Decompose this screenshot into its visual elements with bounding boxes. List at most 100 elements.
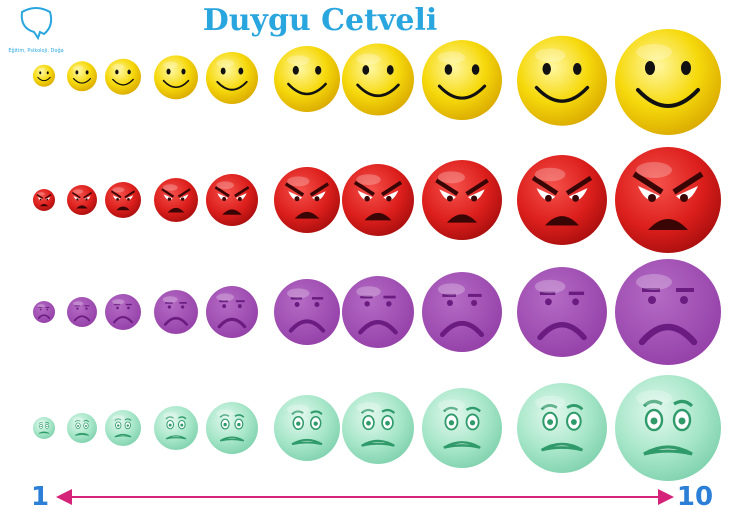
face-happy: [274, 46, 340, 112]
face-circle: [206, 174, 258, 226]
pupil: [168, 423, 172, 427]
eye: [572, 298, 579, 306]
face-shine: [112, 63, 125, 70]
eye: [115, 69, 119, 75]
brow: [435, 178, 459, 196]
pupil: [469, 420, 476, 426]
mouth: [165, 435, 187, 440]
face-shine: [534, 167, 566, 182]
face-circle: [206, 286, 258, 338]
face-circle: [422, 160, 502, 240]
face-happy: [615, 29, 721, 135]
mouth: [643, 445, 693, 456]
face-sad: [615, 259, 721, 365]
face-circle: [517, 267, 607, 357]
mouth: [74, 432, 90, 436]
face-worried: [422, 388, 502, 468]
pupil: [223, 422, 227, 427]
face-worried: [274, 395, 340, 461]
pupil: [385, 420, 390, 426]
face-circle: [33, 301, 55, 323]
face-happy: [105, 58, 141, 95]
brow: [71, 191, 81, 199]
face-shine: [72, 189, 84, 194]
eye: [46, 308, 49, 311]
brow: [309, 182, 330, 197]
face-shine: [112, 299, 125, 305]
logo-tagline: Eğitim, Psikoloji, Doğa: [8, 47, 63, 54]
face-circle: [517, 155, 607, 245]
face-circle: [615, 259, 721, 365]
face-happy: [154, 55, 198, 100]
eye: [238, 67, 244, 75]
brow: [566, 404, 584, 411]
eye: [292, 65, 299, 75]
mouth: [76, 205, 88, 209]
face-shine: [356, 286, 381, 298]
pupil: [180, 423, 184, 427]
mouth: [38, 431, 50, 434]
brow: [672, 171, 704, 195]
eye: [444, 64, 453, 75]
face-shine: [356, 402, 381, 414]
face-happy: [33, 64, 55, 87]
eye: [386, 65, 394, 75]
pupil: [167, 197, 172, 201]
pupil: [650, 417, 658, 425]
eye: [222, 304, 227, 309]
brow: [381, 180, 403, 197]
pupil: [547, 419, 554, 426]
face-circle: [342, 392, 414, 464]
face-worried: [206, 402, 258, 454]
brow: [234, 414, 245, 418]
face-shine: [162, 412, 178, 419]
face-worried: [67, 413, 97, 443]
face-circle: [517, 383, 607, 473]
pupil: [680, 194, 688, 202]
face-angry: [154, 178, 198, 222]
eye: [362, 65, 370, 75]
mouth: [537, 322, 587, 341]
face-grid: [33, 29, 721, 481]
brow: [214, 186, 230, 198]
eye: [76, 307, 79, 310]
pupil: [117, 424, 120, 427]
face-worried: [517, 383, 607, 473]
pupil: [84, 425, 87, 428]
eye: [681, 61, 691, 75]
pupil: [77, 425, 80, 428]
eye: [237, 304, 242, 309]
face-sad: [33, 301, 55, 323]
face-shine: [287, 55, 310, 66]
face-worried: [33, 417, 55, 439]
face-circle: [615, 147, 721, 253]
face-worried: [342, 392, 414, 464]
brow: [234, 186, 250, 198]
pupil: [76, 198, 79, 201]
face-shine: [437, 171, 466, 184]
brow: [353, 180, 375, 197]
face-angry: [422, 160, 502, 240]
face-shine: [162, 296, 178, 303]
face-happy: [206, 51, 258, 104]
face-circle: [33, 64, 55, 87]
brow: [310, 410, 323, 416]
face-sad: [342, 276, 414, 348]
face-circle: [517, 35, 607, 126]
brow: [44, 194, 52, 199]
eye: [180, 305, 185, 309]
mouth: [648, 219, 688, 230]
brow: [284, 182, 305, 197]
face-shine: [216, 59, 234, 68]
logo: Eğitim, Psikoloji, Doğa: [8, 7, 64, 54]
face-angry: [206, 174, 258, 226]
mouth: [437, 84, 487, 100]
face-shine: [636, 274, 672, 290]
eye: [364, 301, 370, 307]
face-sad: [154, 290, 198, 334]
face-shine: [37, 192, 45, 196]
pupil: [180, 197, 185, 201]
pupil: [294, 196, 300, 202]
eye: [127, 69, 131, 75]
